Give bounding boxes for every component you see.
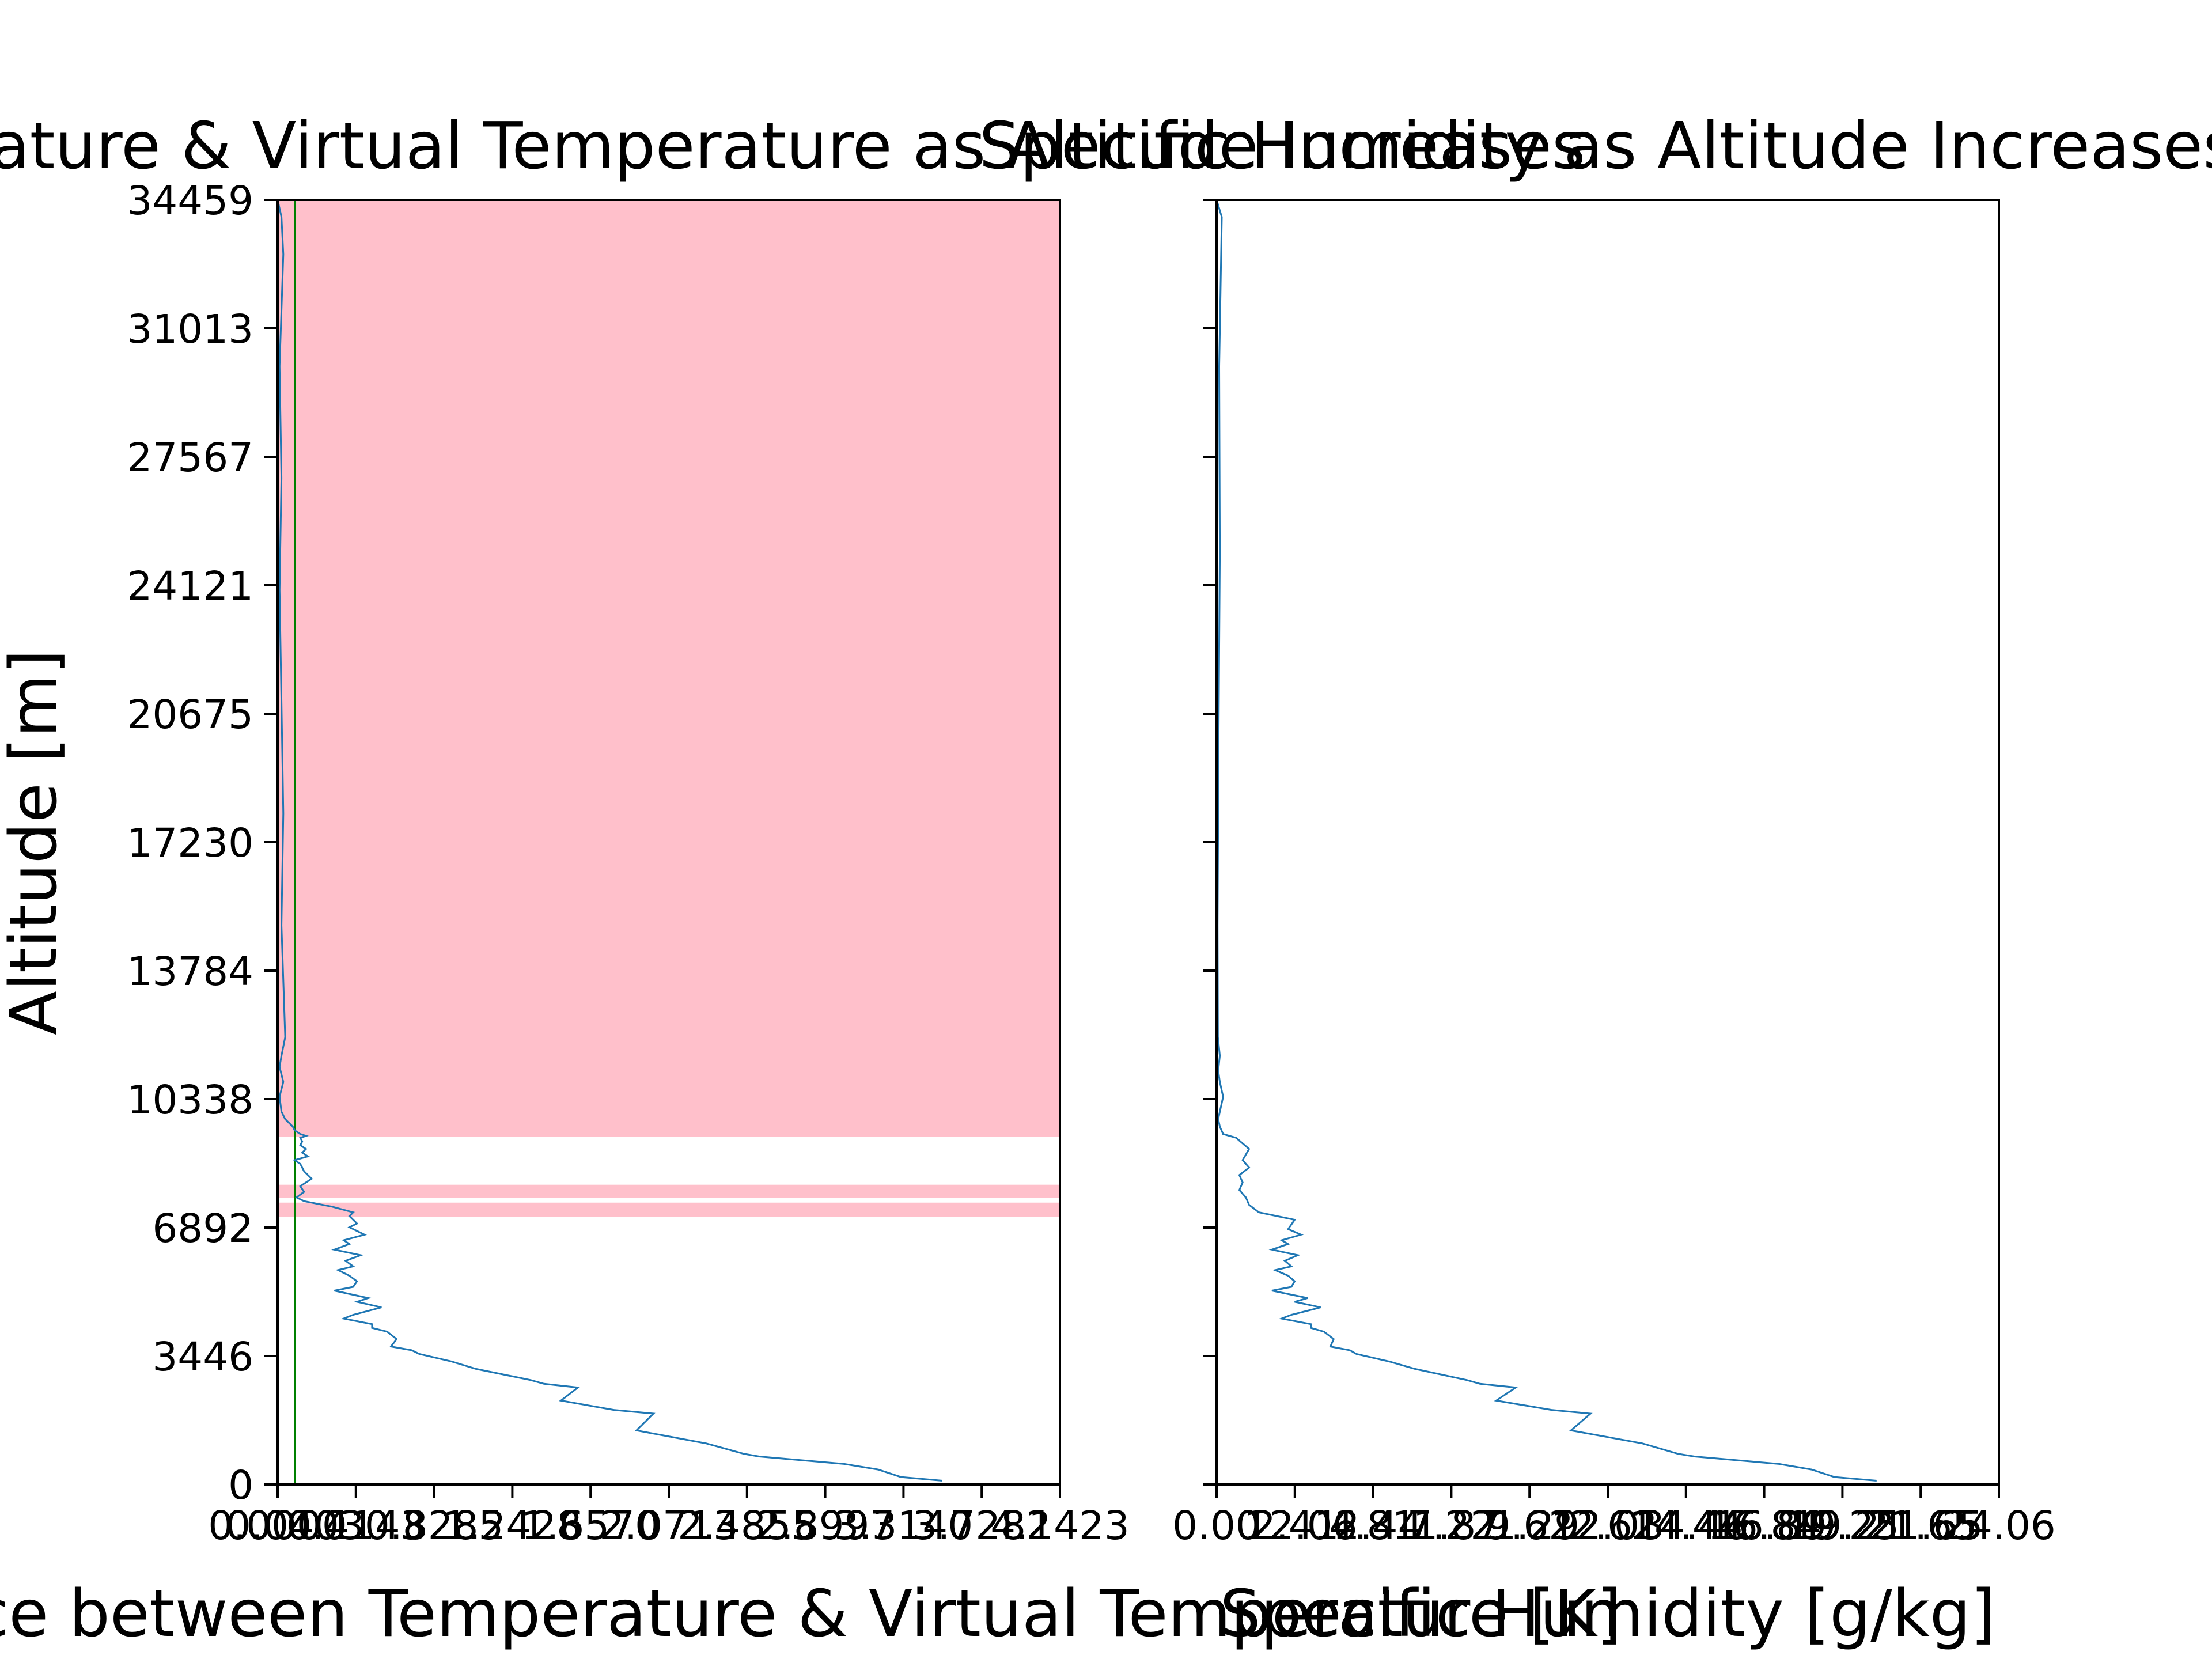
y-tick-label: 17230 — [127, 820, 254, 866]
left-y-ticks: 0 3446 6892 10338 13784 17230 20675 24121 27567 3… — [127, 178, 278, 1509]
right-x-ticks: 0.002.414.817.229.6212.0314.4416.8419.25… — [1172, 1484, 2056, 1549]
y-tick-label: 31013 — [127, 306, 254, 353]
x-tick-label: 9.62 — [1485, 1503, 1574, 1549]
x-tick-label: 14.44 — [1629, 1503, 1743, 1549]
x-tick-label: 12.03 — [1551, 1503, 1665, 1549]
shaded-band — [278, 1184, 1060, 1198]
y-tick-label: 6892 — [152, 1206, 253, 1252]
x-tick-label: 0.0000 — [208, 1503, 347, 1549]
left-title: Temperature & Virtual Temperature as Alt… — [0, 109, 1585, 184]
left-chart: 0 3446 6892 10338 13784 17230 20675 24121 27567 3… — [0, 109, 1622, 1652]
y-tick-label: 27567 — [127, 435, 254, 481]
right-x-axis-label: Specific Humidity [g/kg] — [1219, 1577, 1995, 1652]
right-title: Specific Humidity as Altitude Increases — [979, 109, 2212, 184]
left-x-axis-label: Difference between Temperature & Virtual… — [0, 1577, 1622, 1652]
x-tick-label: 4.1423 — [990, 1503, 1129, 1549]
x-tick-label: 3.7282 — [912, 1503, 1051, 1549]
y-tick-label: 10338 — [127, 1077, 254, 1123]
y-tick-label: 24121 — [127, 563, 254, 609]
x-tick-label: 19.25 — [1786, 1503, 1900, 1549]
y-tick-label: 20675 — [127, 692, 254, 738]
x-tick-label: 2.4855 — [677, 1503, 816, 1549]
x-tick-label: 1.6570 — [521, 1503, 660, 1549]
x-tick-label: 7.22 — [1407, 1503, 1496, 1549]
shaded-band — [278, 200, 1060, 1137]
x-tick-label: 19.21 — [1791, 1503, 1906, 1549]
x-tick-label: 16.84 — [1707, 1503, 1821, 1549]
x-tick-label: 0.8285 — [365, 1503, 503, 1549]
x-tick-label: 2.0713 — [599, 1503, 738, 1549]
x-tick-label: 0.4143 — [286, 1503, 425, 1549]
right-chart: 0.002.414.817.229.6212.0314.4416.8419.25… — [979, 109, 2212, 1652]
x-tick-label: 3.3140 — [834, 1503, 973, 1549]
x-tick-label: 16.89 — [1713, 1503, 1827, 1549]
x-tick-label: 0.0403 — [225, 1503, 364, 1549]
x-tick-label: 1.29 — [1491, 1503, 1580, 1549]
x-tick-label: 21.65 — [1869, 1503, 1983, 1549]
right-y-ticks — [1203, 199, 1217, 1486]
x-tick-label: 2.8997 — [756, 1503, 895, 1549]
x-tick-label: 12.06 — [1244, 1503, 1358, 1549]
x-tick-label: 0.00 — [1172, 1503, 1261, 1549]
y-tick-label: 0 — [228, 1463, 253, 1509]
x-tick-label: 1.2428 — [443, 1503, 582, 1549]
y-tick-label: 34459 — [127, 178, 254, 224]
x-tick-label: 21.65 — [1863, 1503, 1978, 1549]
left-y-axis-label: Altitude [m] — [0, 649, 71, 1035]
x-tick-label: 24.06 — [1942, 1503, 2056, 1549]
x-tick-label: 14.46 — [1635, 1503, 1749, 1549]
left-series-line — [276, 199, 943, 1482]
right-series-line — [1215, 199, 1877, 1482]
y-tick-label: 3446 — [152, 1334, 253, 1380]
left-x-ticks: 0.00000.04030.41430.82851.24281.65702.07… — [208, 1484, 1130, 1549]
x-tick-label: 2.62 — [1569, 1503, 1658, 1549]
x-tick-label: 2.41 — [1251, 1503, 1339, 1549]
y-tick-label: 13784 — [127, 949, 254, 995]
shaded-band — [278, 1202, 1060, 1217]
x-tick-label: 4.81 — [1329, 1503, 1418, 1549]
left-shaded-bands — [278, 200, 1060, 1217]
x-tick-label: 2.44 — [1335, 1503, 1423, 1549]
x-tick-label: 1.87 — [1413, 1503, 1502, 1549]
